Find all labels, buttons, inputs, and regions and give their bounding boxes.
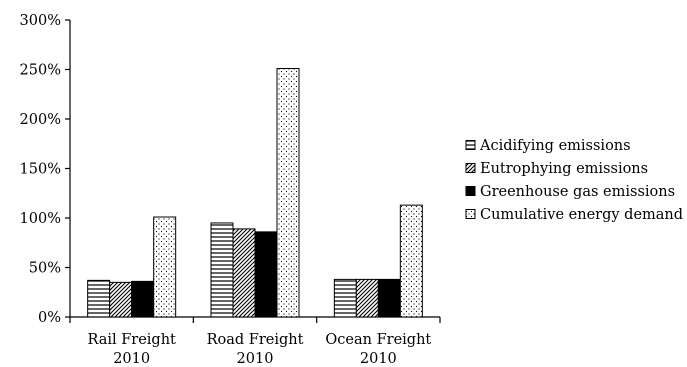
bar-greenhouse-gas-emissions	[377, 278, 401, 318]
bar-acidifying-emissions	[333, 278, 357, 318]
legend-swatch	[465, 209, 476, 219]
bar-cumulative-energy-demand	[276, 68, 300, 318]
bar-acidifying-emissions	[87, 279, 111, 318]
x-category-label: 2010	[360, 351, 397, 367]
y-axis-ticks: 0% 50% 100% 150% 200% 250% 300%	[20, 13, 70, 326]
bars	[87, 68, 423, 318]
y-tick-label: 250%	[20, 63, 61, 79]
legend-label: Eutrophying emissions	[480, 161, 648, 177]
bar-greenhouse-gas-emissions	[131, 280, 155, 318]
x-category-label: Rail Freight	[87, 332, 176, 348]
bar-cumulative-energy-demand	[153, 216, 177, 318]
legend-swatch	[465, 186, 476, 196]
y-tick-label: 100%	[20, 211, 61, 227]
y-tick-label: 150%	[20, 162, 61, 178]
bar-greenhouse-gas-emissions	[254, 231, 278, 318]
legend-label: Cumulative energy demand	[480, 207, 683, 223]
y-tick-label: 200%	[20, 112, 61, 128]
y-tick-label: 50%	[29, 261, 61, 277]
bar-acidifying-emissions	[210, 222, 234, 318]
x-category-label: 2010	[237, 351, 274, 367]
x-category-label: Road Freight	[207, 332, 304, 348]
bar-eutrophying-emissions	[232, 228, 256, 318]
bar-eutrophying-emissions	[355, 278, 379, 318]
legend-swatch	[465, 163, 476, 173]
y-tick-label: 0%	[38, 310, 61, 326]
bar-cumulative-energy-demand	[399, 204, 423, 318]
legend-label: Greenhouse gas emissions	[480, 184, 675, 200]
legend-label: Acidifying emissions	[479, 138, 631, 154]
legend-swatch	[465, 140, 476, 150]
legend: Acidifying emissions Eutrophying emission…	[465, 138, 683, 223]
y-tick-label: 300%	[20, 13, 61, 29]
x-category-label: Ocean Freight	[325, 332, 431, 348]
x-axis-labels: Rail Freight 2010 Road Freight 2010 Ocean Fr…	[69, 317, 441, 367]
x-category-label: 2010	[113, 351, 150, 367]
bar-eutrophying-emissions	[109, 281, 133, 318]
